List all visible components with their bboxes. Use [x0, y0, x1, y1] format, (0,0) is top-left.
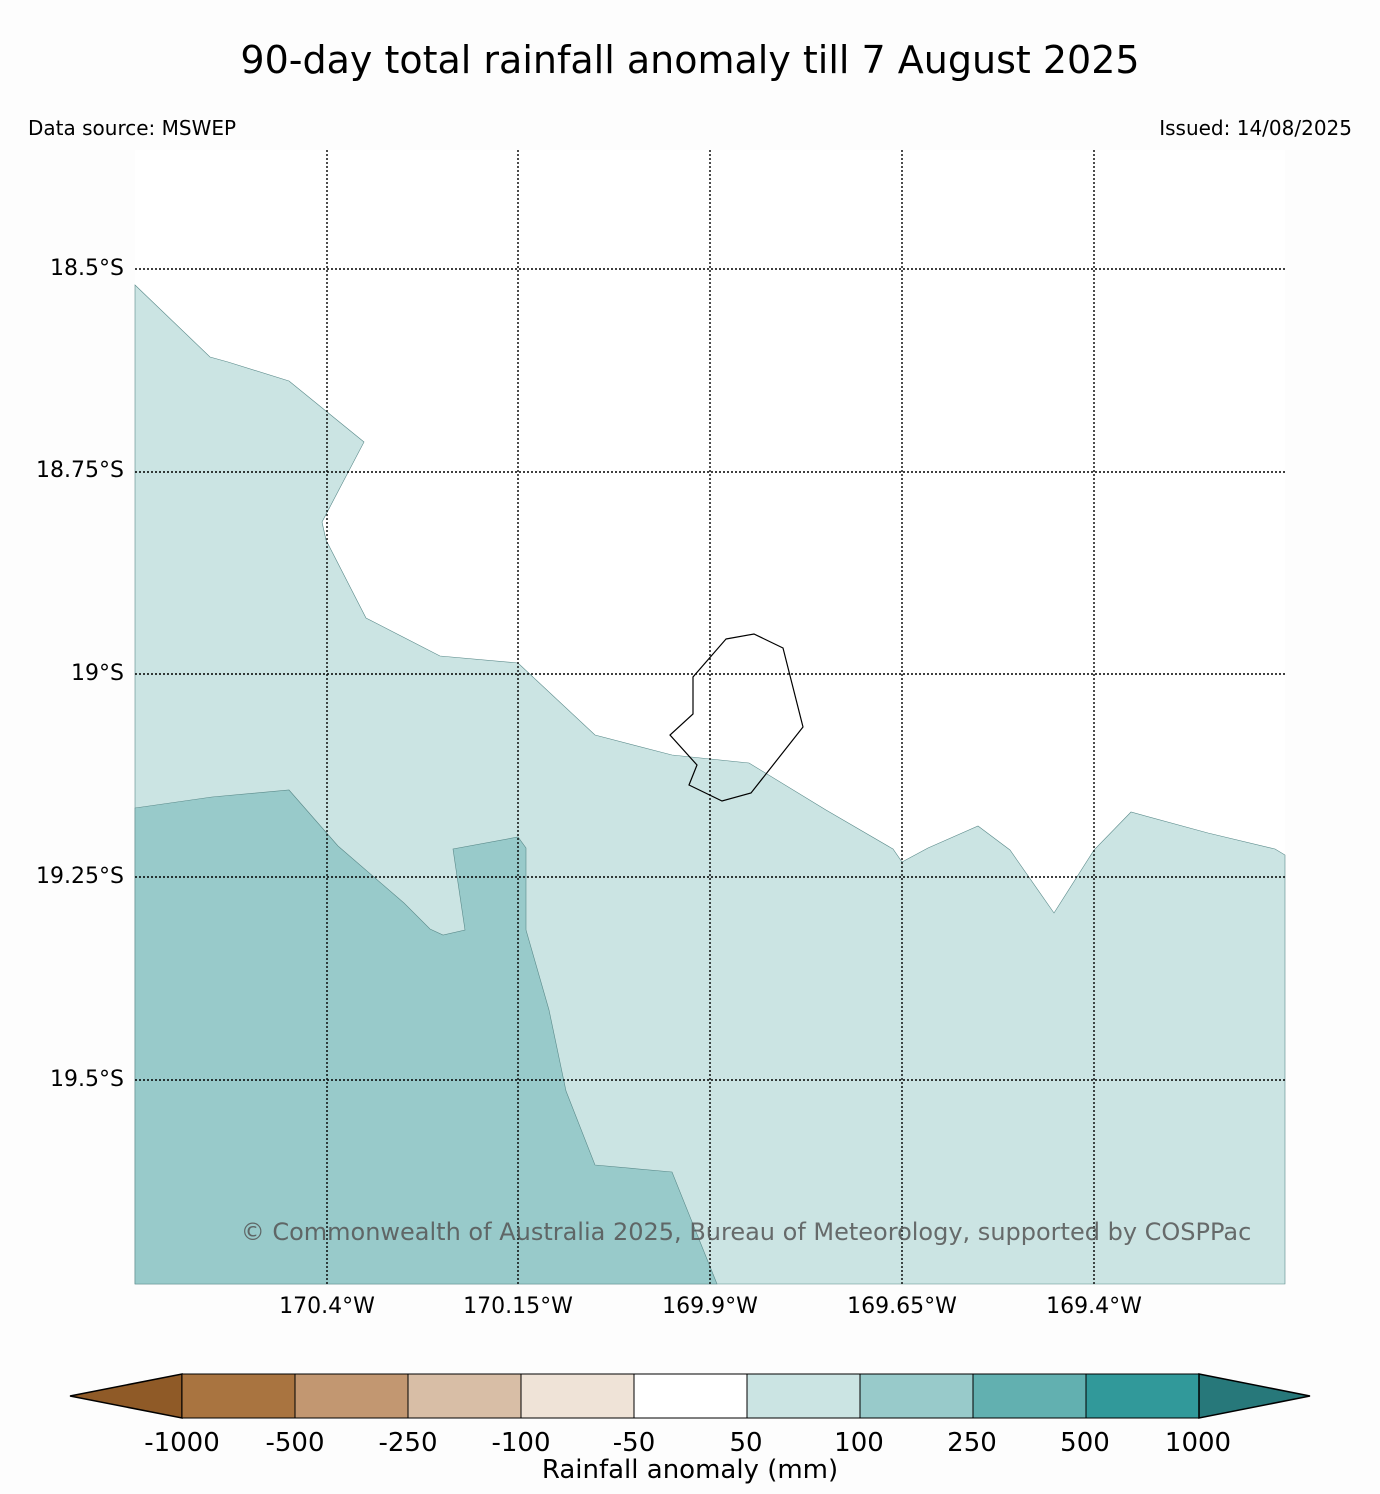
anomaly-region-100-250 — [134, 789, 718, 1285]
lat-label: 18.75°S — [36, 458, 124, 483]
lon-label: 170.4°W — [279, 1294, 375, 1319]
issued-date: Issued: 14/08/2025 — [1159, 116, 1352, 140]
colorbar-swatch — [746, 1373, 861, 1419]
lon-label: 169.4°W — [1046, 1294, 1142, 1319]
colorbar — [69, 1373, 1311, 1419]
colorbar-tick-label: -500 — [265, 1428, 325, 1458]
colorbar-tick-label: 1000 — [1164, 1428, 1232, 1458]
colorbar-tick-label: 100 — [834, 1428, 884, 1458]
colorbar-title: Rainfall anomaly (mm) — [541, 1455, 839, 1485]
colorbar-swatch — [972, 1373, 1087, 1419]
data-source: Data source: MSWEP — [28, 116, 237, 140]
island-outline — [669, 633, 804, 802]
colorbar-tick-label: 50 — [729, 1428, 763, 1458]
map-title: 90-day total rainfall anomaly till 7 Aug… — [240, 38, 1140, 82]
colorbar-tick-label: -50 — [612, 1428, 656, 1458]
gridlines — [135, 150, 1285, 1284]
colorbar-swatch — [859, 1373, 974, 1419]
colorbar-swatch — [520, 1373, 635, 1419]
lat-label: 19.25°S — [36, 864, 124, 889]
lon-label: 170.15°W — [463, 1294, 573, 1319]
colorbar-swatch — [181, 1373, 296, 1419]
colorbar-extend-low — [69, 1373, 183, 1419]
colorbar-swatch — [1085, 1373, 1200, 1419]
copyright-text: © Commonwealth of Australia 2025, Bureau… — [241, 1218, 1252, 1246]
colorbar-swatch — [407, 1373, 522, 1419]
lat-label: 19.5°S — [50, 1067, 124, 1092]
lat-label: 18.5°S — [50, 256, 124, 281]
lon-label: 169.9°W — [662, 1294, 758, 1319]
lon-label: 169.65°W — [847, 1294, 957, 1319]
colorbar-swatch — [294, 1373, 409, 1419]
lat-label: 19°S — [71, 661, 124, 686]
colorbar-tick-label: 500 — [1060, 1428, 1110, 1458]
colorbar-tick-label: -250 — [378, 1428, 438, 1458]
colorbar-tick-label: -1000 — [144, 1428, 220, 1458]
colorbar-swatch — [633, 1373, 748, 1419]
colorbar-tick-label: 250 — [947, 1428, 997, 1458]
colorbar-tick-label: -100 — [491, 1428, 551, 1458]
colorbar-extend-high — [1198, 1373, 1311, 1419]
